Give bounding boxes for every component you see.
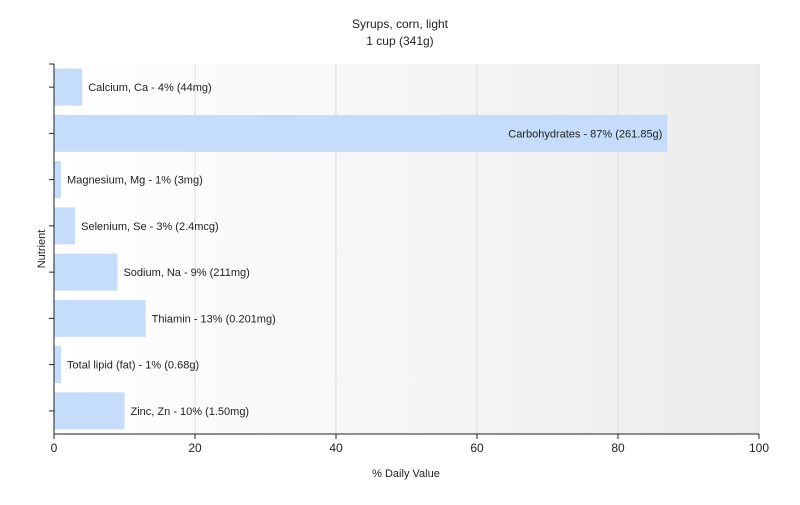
plot-area: Calcium, Ca - 4% (44mg) Carbohydrates - 8…: [49, 63, 769, 455]
bar-label: Calcium, Ca - 4% (44mg): [88, 82, 211, 94]
bar: [54, 68, 83, 106]
x-tick-label: 0: [51, 441, 58, 455]
chart-subtitle: 1 cup (341g): [366, 34, 433, 48]
bar: [54, 299, 146, 337]
x-tick-label: 40: [329, 441, 343, 455]
x-tick-label: 60: [470, 441, 484, 455]
bar: [54, 207, 76, 245]
bar: [54, 253, 118, 291]
bar-label: Magnesium, Mg - 1% (3mg): [67, 175, 203, 187]
bar-label: Zinc, Zn - 10% (1.50mg): [131, 406, 250, 418]
chart-title: Syrups, corn, light: [352, 17, 449, 31]
x-tick-label: 20: [188, 441, 202, 455]
x-tick-label: 100: [749, 441, 769, 455]
y-axis-label: Nutrient: [36, 230, 48, 269]
x-tick-label: 80: [611, 441, 625, 455]
bar: [54, 392, 125, 430]
bar-label: Total lipid (fat) - 1% (0.68g): [67, 360, 199, 372]
bar-label: Carbohydrates - 87% (261.85g): [508, 128, 662, 140]
x-axis-label: % Daily Value: [372, 468, 440, 480]
bar: [54, 114, 668, 152]
bar: [54, 161, 62, 199]
bar-label: Sodium, Na - 9% (211mg): [123, 267, 249, 279]
bar-label: Selenium, Se - 3% (2.4mcg): [81, 221, 219, 233]
bar-label: Thiamin - 13% (0.201mg): [152, 313, 276, 325]
bar: [54, 346, 62, 384]
